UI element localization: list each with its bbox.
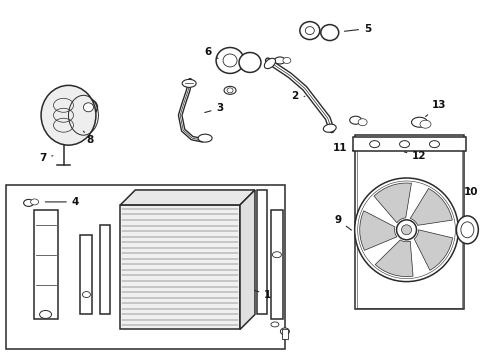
Text: 8: 8 — [83, 131, 94, 145]
Ellipse shape — [82, 292, 91, 298]
Bar — [353, 137, 466, 151]
Ellipse shape — [323, 124, 336, 132]
Ellipse shape — [399, 141, 410, 148]
Bar — [257, 190, 267, 315]
Text: 5: 5 — [344, 24, 371, 33]
Polygon shape — [375, 240, 413, 276]
Ellipse shape — [420, 120, 431, 128]
Ellipse shape — [223, 54, 237, 67]
Text: 10: 10 — [464, 187, 479, 197]
Bar — [100, 225, 110, 315]
Ellipse shape — [429, 141, 440, 148]
Ellipse shape — [182, 80, 196, 87]
Ellipse shape — [280, 328, 290, 335]
Polygon shape — [240, 190, 255, 329]
Ellipse shape — [83, 103, 94, 112]
Ellipse shape — [305, 27, 314, 35]
Bar — [282, 329, 288, 339]
Bar — [357, 137, 463, 307]
Bar — [271, 210, 283, 319]
Text: 4: 4 — [46, 197, 79, 207]
Ellipse shape — [321, 24, 339, 41]
Ellipse shape — [369, 141, 380, 148]
Bar — [6, 185, 285, 349]
Ellipse shape — [239, 53, 261, 72]
Polygon shape — [410, 189, 452, 225]
Text: 13: 13 — [426, 100, 447, 117]
Ellipse shape — [224, 86, 236, 94]
Ellipse shape — [227, 88, 233, 93]
Text: 11: 11 — [333, 143, 354, 153]
Text: 9: 9 — [334, 215, 351, 230]
Polygon shape — [374, 183, 412, 223]
Bar — [80, 235, 93, 315]
Ellipse shape — [283, 58, 291, 63]
Bar — [34, 210, 57, 319]
Ellipse shape — [274, 57, 285, 64]
Ellipse shape — [24, 199, 34, 206]
Circle shape — [396, 220, 416, 240]
Text: 7: 7 — [39, 153, 53, 163]
Ellipse shape — [41, 85, 96, 145]
Ellipse shape — [216, 48, 244, 73]
Ellipse shape — [198, 134, 212, 142]
Circle shape — [355, 178, 458, 282]
Circle shape — [401, 225, 412, 235]
Ellipse shape — [271, 322, 279, 327]
Polygon shape — [121, 190, 255, 205]
Polygon shape — [360, 211, 397, 250]
Ellipse shape — [412, 117, 427, 127]
Bar — [355, 135, 465, 310]
Ellipse shape — [461, 222, 474, 238]
Ellipse shape — [40, 310, 51, 319]
Text: 1: 1 — [255, 289, 271, 300]
Text: 2: 2 — [291, 91, 305, 101]
Ellipse shape — [456, 216, 478, 244]
Ellipse shape — [79, 99, 98, 115]
Ellipse shape — [358, 119, 367, 126]
Text: 6: 6 — [204, 48, 218, 58]
Ellipse shape — [300, 22, 320, 40]
Ellipse shape — [350, 116, 362, 124]
Text: 3: 3 — [205, 103, 224, 113]
Ellipse shape — [30, 199, 39, 205]
Ellipse shape — [264, 58, 275, 69]
Ellipse shape — [272, 252, 281, 258]
Bar — [121, 205, 240, 329]
Text: 12: 12 — [404, 151, 427, 161]
Polygon shape — [414, 230, 453, 270]
